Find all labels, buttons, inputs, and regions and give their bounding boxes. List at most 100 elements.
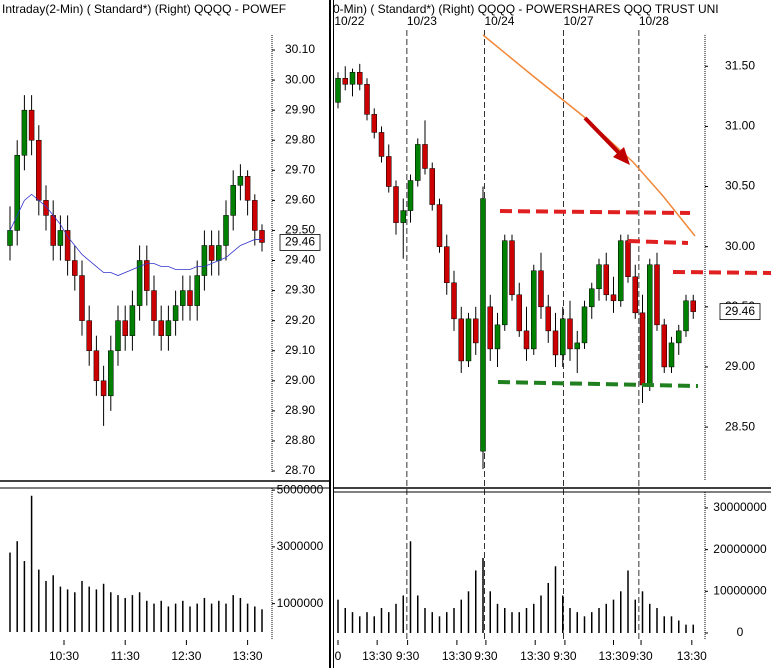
candle-body bbox=[668, 342, 675, 368]
x-tick-label: 13:30 bbox=[677, 649, 707, 663]
y-tick-label: 29.00 bbox=[285, 373, 315, 387]
candle-body bbox=[523, 330, 530, 350]
candle-body bbox=[100, 380, 107, 397]
candle-body bbox=[683, 300, 689, 332]
candle-body bbox=[494, 324, 501, 350]
x-tick-label: 10:30 bbox=[49, 649, 79, 663]
session-label: 10/27 bbox=[563, 14, 593, 28]
volume-tick-label: 0 bbox=[737, 625, 744, 639]
candle-body bbox=[36, 139, 42, 201]
candle-body bbox=[259, 230, 265, 243]
candle-body bbox=[538, 270, 544, 308]
candle-body bbox=[50, 215, 56, 246]
candle-body bbox=[509, 240, 515, 296]
volume-tick-label: 10000000 bbox=[713, 583, 767, 597]
candle-body bbox=[444, 246, 450, 284]
arrow-head bbox=[613, 147, 630, 165]
y-tick-label: 28.70 bbox=[285, 463, 315, 477]
candle-body bbox=[158, 320, 164, 336]
y-tick-label: 29.90 bbox=[285, 102, 315, 116]
candle-body bbox=[618, 240, 624, 302]
x-tick-label: 13:30 bbox=[233, 649, 263, 663]
y-tick-label: 28.90 bbox=[285, 403, 315, 417]
arrow bbox=[583, 116, 623, 157]
candle-body bbox=[574, 342, 580, 350]
candle-body bbox=[552, 330, 559, 356]
candle-body bbox=[187, 290, 193, 306]
y-tick-label: 29.60 bbox=[285, 193, 315, 207]
candle-body bbox=[43, 200, 49, 216]
y-tick-label: 29.50 bbox=[285, 223, 315, 237]
y-tick-label: 31.50 bbox=[725, 58, 755, 72]
session-label: 10/22 bbox=[334, 14, 364, 28]
y-tick-label: 29.20 bbox=[285, 313, 315, 327]
x-tick-label: 12:30 bbox=[171, 649, 201, 663]
last-price-box bbox=[279, 234, 321, 251]
candle-body bbox=[429, 168, 435, 205]
volume-tick-label: 5000000 bbox=[277, 482, 324, 496]
candle-body bbox=[386, 156, 392, 187]
x-tick-label: 13:30 bbox=[520, 649, 550, 663]
candle-body bbox=[415, 144, 421, 181]
y-tick-label: 30.10 bbox=[285, 42, 315, 56]
x-tick-label: 9:30 bbox=[629, 649, 653, 663]
candle-body bbox=[589, 288, 595, 308]
candle-body bbox=[596, 264, 602, 290]
candle-body bbox=[451, 282, 457, 320]
candle-body bbox=[165, 320, 172, 336]
volume-tick-label: 20000000 bbox=[713, 542, 767, 556]
candle-body bbox=[7, 230, 13, 246]
candle-body bbox=[473, 318, 479, 344]
candle-body bbox=[194, 275, 200, 306]
y-tick-label: 30.00 bbox=[285, 72, 315, 86]
y-tick-label: 28.50 bbox=[725, 419, 755, 433]
candle-body bbox=[79, 275, 85, 321]
last-price-box bbox=[719, 303, 761, 321]
candle-body bbox=[115, 320, 121, 351]
y-tick-label: 29.40 bbox=[285, 253, 315, 267]
moving-average bbox=[9, 193, 262, 276]
y-tick-label: 29.10 bbox=[285, 343, 315, 357]
candle-body bbox=[567, 318, 573, 350]
candle-body bbox=[129, 305, 136, 336]
candle-body bbox=[342, 78, 348, 85]
candle-body bbox=[244, 176, 251, 201]
candle-body bbox=[172, 305, 179, 321]
candle-body bbox=[436, 204, 443, 247]
candle-body bbox=[465, 318, 472, 362]
candle-body bbox=[610, 294, 617, 302]
candle-body bbox=[422, 144, 428, 169]
x-tick-label: 9:30 bbox=[396, 649, 420, 663]
y-tick-label: 29.00 bbox=[725, 359, 755, 373]
candle-body bbox=[690, 300, 696, 312]
candle-body bbox=[371, 114, 377, 133]
y-tick-label: 29.70 bbox=[285, 162, 315, 176]
candle-body bbox=[647, 264, 653, 386]
candle-body bbox=[654, 264, 660, 326]
resistance-line bbox=[627, 239, 689, 245]
background bbox=[0, 0, 331, 668]
candle-body bbox=[108, 350, 114, 397]
candle-body bbox=[676, 330, 682, 344]
y-tick-label: 28.80 bbox=[285, 433, 315, 447]
candle-body bbox=[378, 132, 385, 157]
x-tick-label: 9:30 bbox=[474, 649, 498, 663]
y-tick-label: 31.00 bbox=[725, 119, 755, 133]
candle-body bbox=[480, 198, 486, 452]
candle-body bbox=[502, 240, 508, 326]
volume-tick-label: 30000000 bbox=[713, 500, 767, 514]
candle-body bbox=[223, 215, 229, 246]
session-label: 10/23 bbox=[407, 14, 437, 28]
candle-body bbox=[661, 324, 667, 368]
y-tick-label: 29.80 bbox=[285, 132, 315, 146]
x-tick-label: 0 bbox=[335, 649, 342, 663]
candle-body bbox=[364, 84, 370, 115]
y-tick-label: 29.30 bbox=[285, 283, 315, 297]
candle-body bbox=[560, 318, 566, 356]
candle-body bbox=[28, 109, 35, 141]
candle-body bbox=[458, 318, 464, 362]
candle-body bbox=[14, 155, 20, 231]
left-chart: Intraday(2-Min) ( Standard*) (Right) QQQ… bbox=[0, 0, 331, 668]
right-chart: 0-Min) ( Standard*) (Right) QQQQ - POWER… bbox=[333, 0, 771, 668]
candle-body bbox=[151, 290, 157, 321]
